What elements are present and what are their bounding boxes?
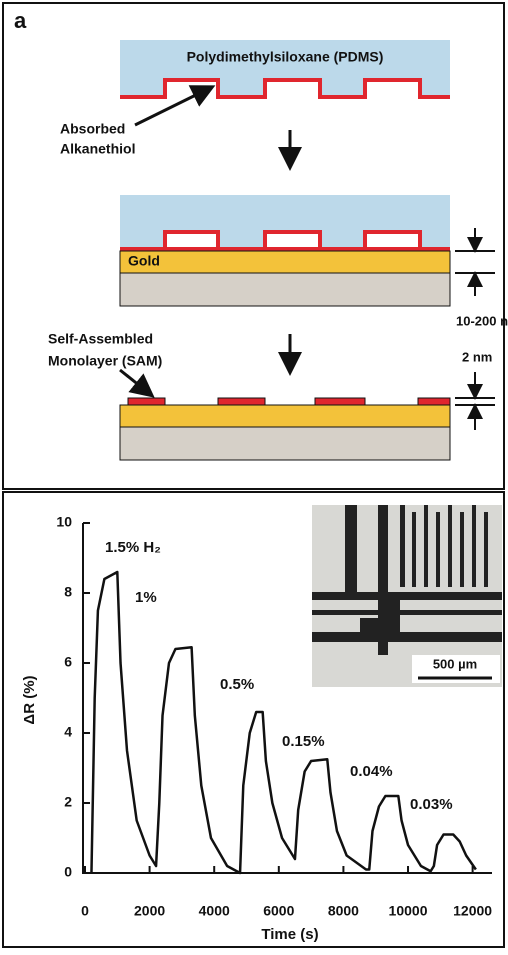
y-tick-label: 0 xyxy=(64,864,72,880)
y-tick-label: 8 xyxy=(64,584,72,600)
substrate xyxy=(120,273,450,306)
y-tick-label: 10 xyxy=(56,514,72,530)
y-tick-label: 2 xyxy=(64,794,72,810)
sam-label: Self-Assembled xyxy=(48,331,153,347)
gold-layer xyxy=(120,251,450,273)
annotation: 0.15% xyxy=(282,733,325,750)
sam-pattern xyxy=(128,398,450,405)
y-tick-label: 6 xyxy=(64,654,72,670)
substrate xyxy=(120,427,450,460)
panel-label: a xyxy=(14,8,27,33)
ink-layer xyxy=(120,80,450,97)
annotation: 0.03% xyxy=(410,796,453,813)
x-tick-label: 10000 xyxy=(389,903,428,919)
y-axis-title: ΔR (%) xyxy=(21,675,38,724)
thickness-label: 2 nm xyxy=(462,349,492,364)
x-tick-label: 0 xyxy=(81,903,89,919)
ink-label: Absorbed xyxy=(60,121,125,137)
gold-layer xyxy=(120,405,450,427)
x-tick-label: 12000 xyxy=(453,903,492,919)
x-axis-title: Time (s) xyxy=(261,926,318,943)
gold-label: Gold xyxy=(128,253,160,269)
x-tick-label: 8000 xyxy=(328,903,359,919)
annotation: 0.5% xyxy=(220,676,254,693)
x-tick-label: 2000 xyxy=(134,903,165,919)
ink-label: Alkanethiol xyxy=(60,141,135,157)
annotation: 0.04% xyxy=(350,763,393,780)
arrow xyxy=(120,370,150,394)
stamp-label: Polydimethylsiloxane (PDMS) xyxy=(187,49,384,65)
x-tick-label: 4000 xyxy=(199,903,230,919)
scale-label: 500 µm xyxy=(433,656,477,671)
x-tick-label: 6000 xyxy=(263,903,294,919)
thickness-label: 10-200 nm xyxy=(456,313,508,328)
annotation: 1.5% H₂ xyxy=(105,539,161,556)
annotation: 1% xyxy=(135,589,157,606)
y-tick-label: 4 xyxy=(64,724,72,740)
figure: a Polydimethylsiloxane (PDMS) Absorbed A… xyxy=(0,0,508,950)
sam-label: Monolayer (SAM) xyxy=(48,353,162,369)
ink-layer xyxy=(120,232,450,250)
pdms-stamp xyxy=(120,195,450,250)
